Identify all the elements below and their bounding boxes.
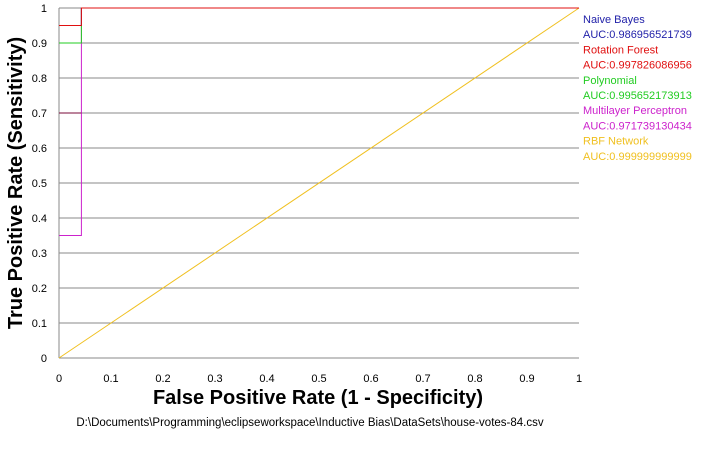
plot-area (58, 8, 579, 359)
series-line-naive-bayes (59, 7, 579, 26)
y-tick-label: 0.6 (32, 143, 47, 155)
series-line-polynomial (59, 7, 579, 44)
x-tick-label: 0.6 (363, 373, 378, 385)
legend-series-name: Multilayer Perceptron (583, 105, 687, 117)
x-axis-title: False Positive Rate (1 - Specificity) (153, 387, 483, 409)
legend-series-name: Naive Bayes (583, 14, 645, 26)
y-tick-label: 0.9 (32, 38, 47, 50)
x-tick-label: 0.1 (103, 373, 118, 385)
y-tick-label: 0 (41, 353, 47, 365)
y-tick-label: 0.8 (32, 73, 47, 85)
x-tick-label: 0.4 (259, 373, 274, 385)
legend-auc-value: AUC:0.986956521739 (583, 29, 692, 41)
legend-series-name: Polynomial (583, 75, 637, 87)
series-lines (58, 7, 580, 359)
dataset-path-label: D:\Documents\Programming\eclipseworkspac… (76, 417, 544, 429)
y-axis-title: True Positive Rate (Sensitivity) (5, 37, 27, 329)
grid (59, 7, 579, 324)
y-tick-label: 0.7 (32, 108, 47, 120)
x-tick-label: 0.3 (207, 373, 222, 385)
x-tick-label: 0.5 (311, 373, 326, 385)
y-tick-label: 0.1 (32, 318, 47, 330)
legend-series-name: Rotation Forest (583, 44, 658, 56)
series-line-rotation-forest (59, 7, 579, 26)
x-tick-label: 0.7 (415, 373, 430, 385)
x-tick-label: 0.8 (467, 373, 482, 385)
legend-series-name: RBF Network (583, 136, 649, 148)
series-line-rbf-network (58, 7, 580, 359)
y-tick-label: 1 (41, 3, 47, 15)
x-tick-label: 1 (576, 373, 582, 385)
series-line-multilayer-perceptron (59, 7, 579, 236)
y-tick-label: 0.2 (32, 283, 47, 295)
y-tick-label: 0.4 (32, 213, 47, 225)
tick-labels: 0 0.1 0.2 0.3 0.4 0.5 0.6 0.7 0.8 0.9 1 0 0.1 0.2 0.3 0… (32, 3, 582, 385)
y-tick-label: 0.5 (32, 178, 47, 190)
legend-auc-value: AUC:0.995652173913 (583, 90, 692, 102)
x-tick-label: 0 (56, 373, 62, 385)
legend-auc-value: AUC:0.997826086956 (583, 60, 692, 72)
legend: Naive Bayes AUC:0.986956521739 Rotation Fo… (583, 14, 692, 163)
x-tick-label: 0.9 (519, 373, 534, 385)
legend-auc-value: AUC:0.999999999999 (583, 151, 692, 163)
y-tick-label: 0.3 (32, 248, 47, 260)
legend-auc-value: AUC:0.971739130434 (583, 120, 692, 132)
x-tick-label: 0.2 (155, 373, 170, 385)
